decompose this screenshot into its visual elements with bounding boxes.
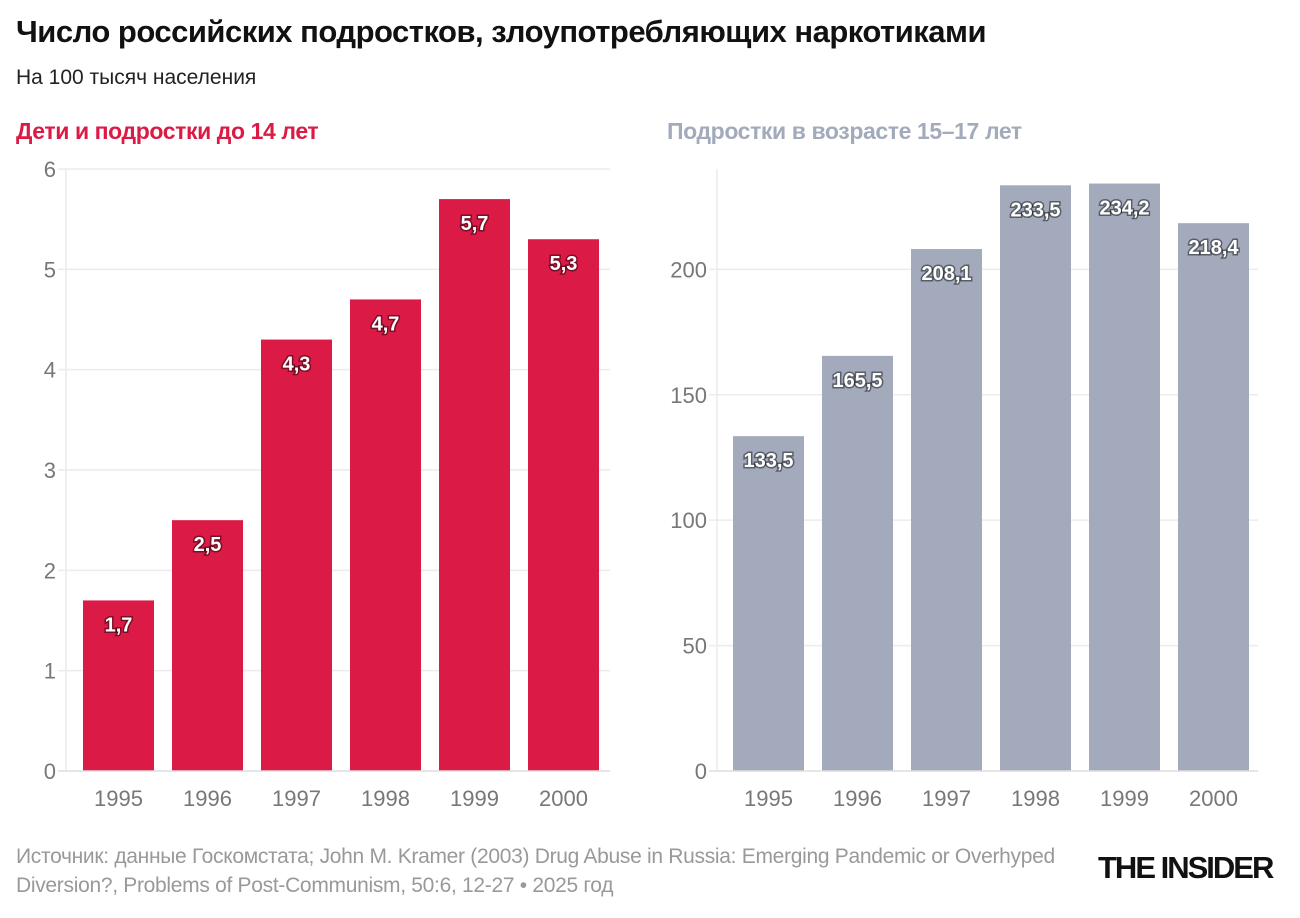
y-tick-label: 100 bbox=[670, 508, 707, 533]
x-tick-label: 1999 bbox=[450, 786, 499, 811]
data-label: 4,3 bbox=[283, 354, 311, 376]
left-panel-title: Дети и подростки до 14 лет bbox=[16, 118, 319, 144]
data-label: 5,3 bbox=[550, 253, 578, 275]
x-tick-label: 1997 bbox=[272, 786, 321, 811]
data-label: 4,7 bbox=[372, 313, 400, 335]
y-tick-label: 2 bbox=[44, 558, 56, 583]
x-tick-label: 2000 bbox=[1189, 786, 1238, 811]
data-label: 165,5 bbox=[832, 370, 882, 392]
x-tick-label: 1995 bbox=[744, 786, 793, 811]
y-tick-label: 200 bbox=[670, 257, 707, 282]
data-label: 1,7 bbox=[105, 614, 133, 636]
data-label: 208,1 bbox=[921, 263, 971, 285]
y-tick-label: 150 bbox=[670, 383, 707, 408]
bar-2000 bbox=[528, 239, 599, 771]
y-tick-label: 4 bbox=[44, 358, 56, 383]
y-tick-label: 0 bbox=[695, 759, 707, 784]
bar-1999 bbox=[439, 199, 510, 772]
bar-1997 bbox=[261, 339, 332, 771]
data-label: 234,2 bbox=[1099, 198, 1149, 220]
source-note: Источник: данные Госкомстата; John M. Kr… bbox=[16, 845, 1055, 897]
data-label: 5,7 bbox=[461, 213, 489, 235]
logo: THE INSIDER bbox=[1098, 850, 1274, 885]
bar-1995 bbox=[733, 436, 804, 771]
bar-1996 bbox=[172, 520, 243, 771]
x-tick-label: 1997 bbox=[922, 786, 971, 811]
x-tick-label: 1995 bbox=[94, 786, 143, 811]
x-tick-label: 1996 bbox=[833, 786, 882, 811]
y-tick-label: 3 bbox=[44, 458, 56, 483]
data-label: 218,4 bbox=[1188, 237, 1239, 259]
bar-1995 bbox=[83, 600, 154, 771]
x-tick-label: 1999 bbox=[1100, 786, 1149, 811]
chart-title: Число российских подростков, злоупотребл… bbox=[16, 14, 987, 49]
bar-1998 bbox=[350, 299, 421, 771]
bar-2000 bbox=[1178, 223, 1249, 771]
x-tick-label: 1996 bbox=[183, 786, 232, 811]
y-tick-label: 6 bbox=[44, 157, 56, 182]
y-tick-label: 50 bbox=[683, 634, 707, 659]
x-tick-label: 2000 bbox=[539, 786, 588, 811]
bar-1999 bbox=[1089, 183, 1160, 771]
bar-1996 bbox=[822, 355, 893, 771]
data-label: 233,5 bbox=[1010, 199, 1060, 221]
bar-1997 bbox=[911, 249, 982, 771]
data-label: 2,5 bbox=[194, 534, 222, 556]
x-tick-label: 1998 bbox=[361, 786, 410, 811]
bar-1998 bbox=[1000, 185, 1071, 771]
y-tick-label: 1 bbox=[44, 659, 56, 684]
x-tick-label: 1998 bbox=[1011, 786, 1060, 811]
y-tick-label: 0 bbox=[44, 759, 56, 784]
y-tick-label: 5 bbox=[44, 257, 56, 282]
data-label: 133,5 bbox=[743, 450, 793, 472]
right-panel-title: Подростки в возрасте 15–17 лет bbox=[667, 118, 1022, 144]
chart-subtitle: На 100 тысяч населения bbox=[16, 66, 257, 89]
